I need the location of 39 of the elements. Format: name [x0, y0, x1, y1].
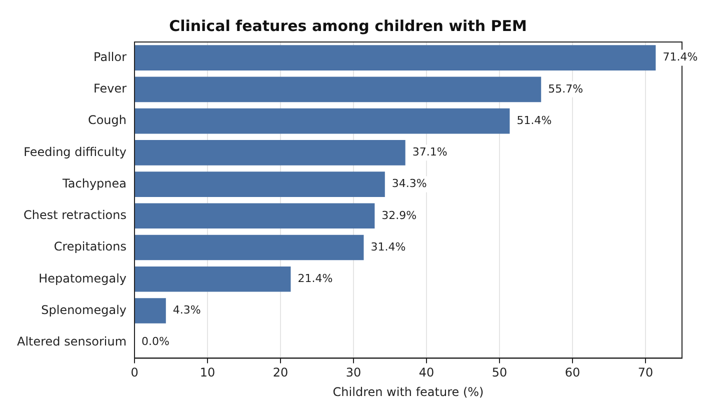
y-tick-label: Feeding difficulty: [24, 144, 127, 159]
bar: [135, 234, 364, 260]
x-tick-label: 30: [346, 366, 362, 380]
x-tick-label: 0: [130, 366, 138, 380]
bar: [135, 45, 656, 70]
bar: [135, 76, 542, 102]
data-label: 71.4%: [662, 50, 698, 64]
data-label: 4.3%: [172, 304, 201, 317]
bar: [135, 266, 291, 292]
data-label: 55.7%: [548, 82, 584, 96]
bar: [135, 298, 166, 324]
y-tick-label: Altered sensorium: [16, 334, 127, 349]
data-label: 21.4%: [298, 272, 333, 286]
data-label: 31.4%: [370, 240, 406, 254]
x-tick-label: 20: [272, 366, 288, 380]
y-tick-label: Pallor: [94, 50, 127, 64]
y-tick-label: Crepitations: [54, 240, 127, 254]
data-label: 0.0%: [142, 335, 170, 348]
y-tick-label: Cough: [88, 113, 127, 128]
data-label: 34.3%: [392, 177, 427, 190]
bar: [135, 108, 510, 134]
bar: [135, 140, 406, 166]
x-tick-label: 40: [418, 366, 434, 380]
x-tick-label: 70: [638, 366, 654, 380]
y-tick-label: Fever: [93, 82, 127, 96]
y-tick-label: Splenomegaly: [41, 302, 127, 317]
data-label: 32.9%: [382, 208, 417, 222]
y-tick-label: Hepatomegaly: [38, 271, 127, 286]
x-axis-title: Children with feature (%): [332, 384, 484, 399]
y-tick-label: Tachypnea: [62, 176, 127, 190]
data-label: 37.1%: [412, 146, 448, 159]
y-tick-label: Chest retractions: [23, 208, 127, 222]
data-label: 51.4%: [516, 114, 552, 127]
bar: [135, 172, 385, 197]
chart-title: Clinical features among children with PEM: [169, 16, 527, 35]
bar: [135, 203, 375, 229]
x-tick-label: 50: [492, 366, 508, 380]
x-tick-label: 10: [200, 366, 216, 380]
x-tick-label: 60: [564, 366, 580, 380]
